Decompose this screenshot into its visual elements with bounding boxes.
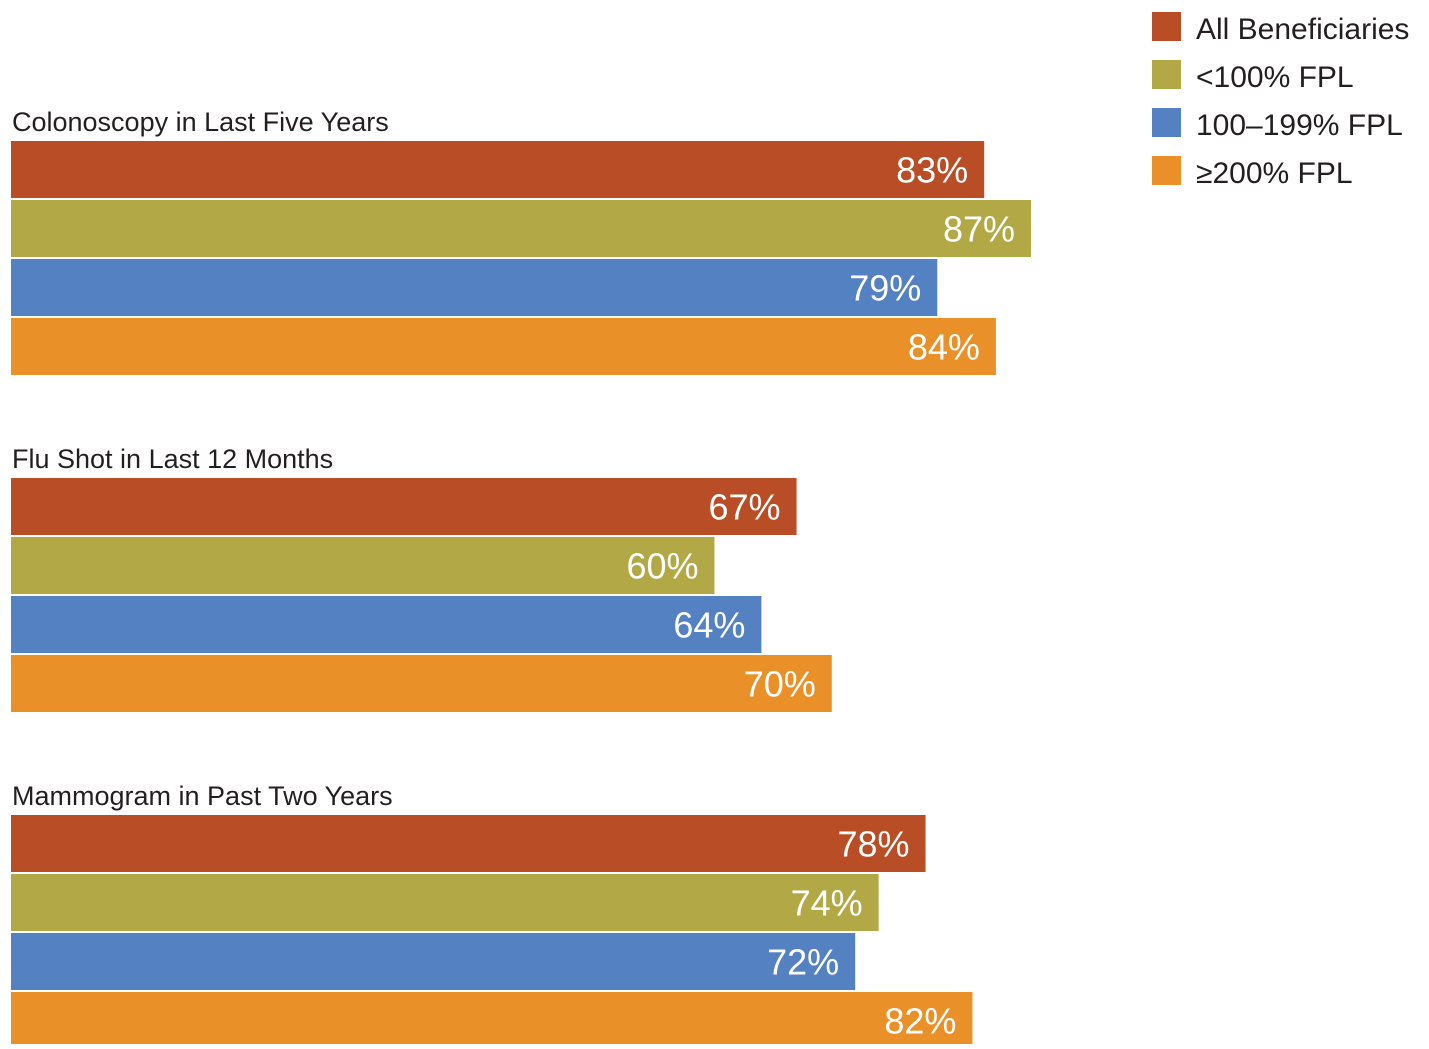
bar (11, 537, 715, 594)
bar (11, 815, 926, 872)
legend-label: ≥200% FPL (1196, 157, 1353, 190)
bar (11, 596, 762, 653)
legend-swatch (1152, 156, 1181, 185)
legend-swatch (1152, 60, 1181, 89)
data-label: 70% (744, 664, 816, 705)
legend-label: All Beneficiaries (1196, 13, 1409, 46)
bar (11, 141, 985, 198)
bar (11, 478, 797, 535)
legend-swatch (1152, 108, 1181, 137)
data-label: 60% (626, 546, 698, 587)
data-label: 84% (908, 327, 980, 368)
bar (11, 933, 856, 990)
data-label: 74% (791, 883, 863, 924)
bar (11, 200, 1032, 257)
group-title: Mammogram in Past Two Years (12, 781, 393, 811)
bar (11, 259, 938, 316)
data-label: 83% (896, 150, 968, 191)
legend-swatch (1152, 12, 1181, 41)
legend-label: <100% FPL (1196, 61, 1354, 94)
group-title: Colonoscopy in Last Five Years (12, 107, 389, 137)
data-label: 82% (884, 1001, 956, 1042)
data-label: 72% (767, 942, 839, 983)
data-label: 67% (709, 487, 781, 528)
bar (11, 992, 973, 1049)
bar (11, 318, 996, 375)
data-label: 87% (943, 209, 1015, 250)
data-label: 78% (837, 824, 909, 865)
data-label: 79% (849, 268, 921, 309)
data-label: 64% (673, 605, 745, 646)
group-title: Flu Shot in Last 12 Months (12, 444, 333, 474)
bar (11, 874, 879, 931)
legend-label: 100–199% FPL (1196, 109, 1403, 142)
bar (11, 655, 832, 712)
